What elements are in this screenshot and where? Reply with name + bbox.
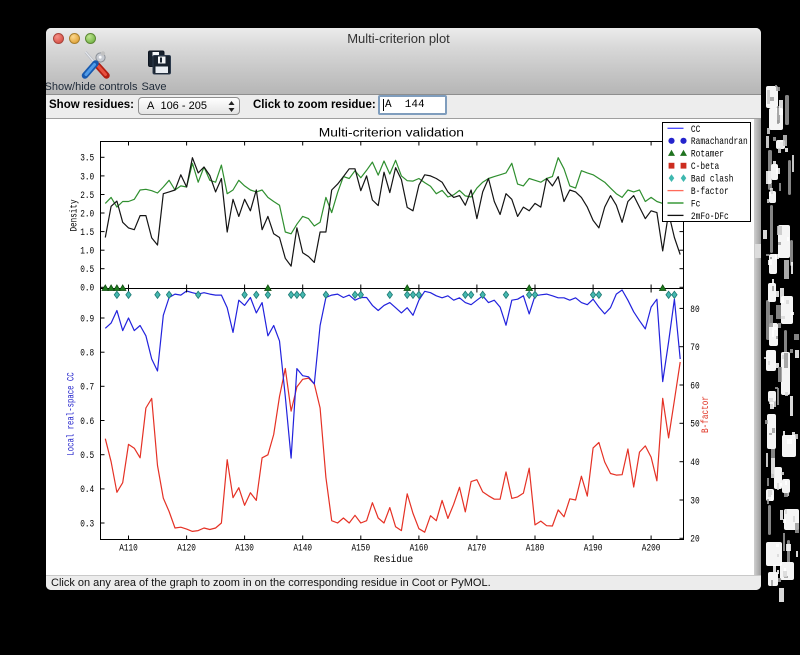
svg-text:Fc: Fc bbox=[691, 199, 701, 211]
svg-text:0.7: 0.7 bbox=[80, 382, 94, 394]
svg-text:Bad clash: Bad clash bbox=[691, 174, 734, 186]
svg-text:40: 40 bbox=[690, 457, 699, 469]
svg-text:50: 50 bbox=[690, 419, 699, 431]
svg-text:B-factor: B-factor bbox=[691, 186, 729, 198]
svg-text:Local real-space CC: Local real-space CC bbox=[65, 372, 77, 455]
svg-text:2mFo-DFc: 2mFo-DFc bbox=[691, 211, 729, 223]
svg-text:0.6: 0.6 bbox=[80, 416, 94, 428]
svg-text:0.0: 0.0 bbox=[80, 283, 94, 295]
svg-text:3.0: 3.0 bbox=[80, 171, 94, 183]
svg-text:Residue: Residue bbox=[374, 554, 413, 566]
svg-text:30: 30 bbox=[690, 495, 699, 507]
svg-text:A110: A110 bbox=[119, 543, 138, 555]
svg-text:60: 60 bbox=[690, 380, 699, 392]
svg-text:0.4: 0.4 bbox=[80, 484, 94, 496]
svg-text:20: 20 bbox=[690, 534, 699, 546]
svg-text:1.5: 1.5 bbox=[80, 227, 94, 239]
svg-text:A130: A130 bbox=[235, 543, 254, 555]
svg-text:A150: A150 bbox=[352, 543, 371, 555]
svg-text:2.5: 2.5 bbox=[80, 190, 94, 202]
svg-text:A180: A180 bbox=[526, 543, 545, 555]
svg-text:Ramachandran: Ramachandran bbox=[691, 136, 748, 148]
svg-text:0.5: 0.5 bbox=[80, 264, 94, 276]
svg-text:A190: A190 bbox=[584, 543, 603, 555]
svg-text:C-beta: C-beta bbox=[691, 161, 719, 173]
svg-text:Multi-criterion validation: Multi-criterion validation bbox=[319, 128, 464, 140]
svg-text:CC: CC bbox=[691, 124, 701, 136]
svg-text:0.5: 0.5 bbox=[80, 450, 94, 462]
svg-text:70: 70 bbox=[690, 342, 699, 354]
svg-text:A170: A170 bbox=[468, 543, 487, 555]
svg-text:B-factor: B-factor bbox=[700, 396, 712, 433]
svg-text:80: 80 bbox=[690, 304, 699, 316]
svg-text:0.3: 0.3 bbox=[80, 518, 94, 530]
svg-text:A200: A200 bbox=[642, 543, 661, 555]
svg-text:0.9: 0.9 bbox=[80, 313, 94, 325]
svg-text:A120: A120 bbox=[177, 543, 196, 555]
svg-text:0.8: 0.8 bbox=[80, 348, 94, 360]
svg-text:A140: A140 bbox=[293, 543, 312, 555]
svg-text:A160: A160 bbox=[410, 543, 429, 555]
svg-text:3.5: 3.5 bbox=[80, 153, 94, 165]
svg-text:Density: Density bbox=[69, 199, 81, 231]
svg-text:1.0: 1.0 bbox=[80, 246, 94, 258]
svg-text:Rotamer: Rotamer bbox=[691, 149, 724, 161]
svg-text:2.0: 2.0 bbox=[80, 208, 94, 220]
